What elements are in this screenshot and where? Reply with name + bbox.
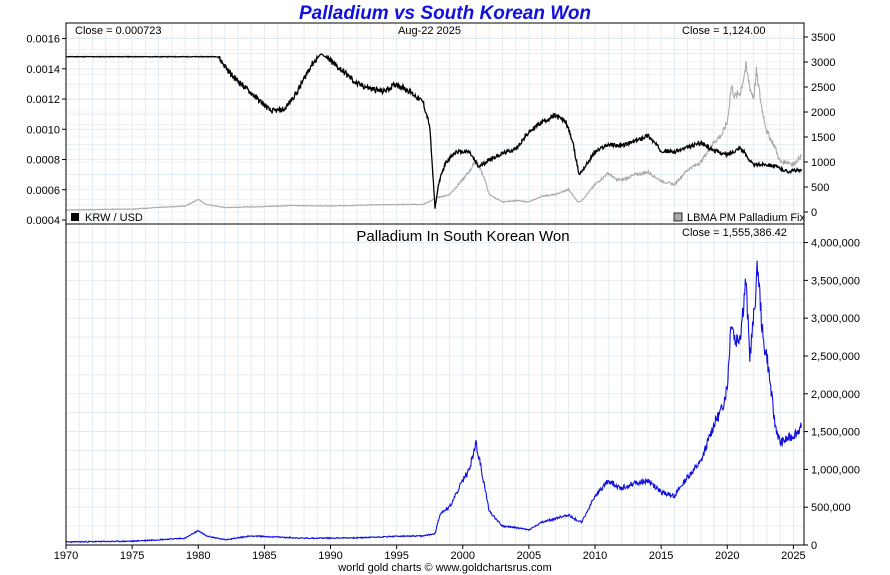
y-left-tick-label: 0.0016 (26, 34, 60, 46)
footer-credit: world gold charts © www.goldchartsrus.co… (338, 562, 552, 574)
y-right-tick-label: 3500 (811, 32, 835, 44)
y-right-tick-label: 1000 (811, 157, 835, 169)
x-tick-label: 2005 (517, 550, 541, 562)
x-tick-label: 1980 (186, 550, 210, 562)
bottom-panel-title: Palladium In South Korean Won (356, 228, 569, 245)
axis-ticks: 1970 1975 1980 1985 1990 1995 2000 2005 2010 2015… (26, 32, 860, 562)
legend-palladium-swatch (673, 212, 683, 222)
x-tick-label: 2025 (781, 550, 805, 562)
y-bottom-tick-label: 3,500,000 (811, 275, 860, 287)
x-tick-label: 1970 (54, 550, 78, 562)
x-tick-label: 1995 (384, 550, 408, 562)
date-label: Aug-22 2025 (398, 25, 461, 37)
y-bottom-tick-label: 3,000,000 (811, 313, 860, 325)
y-bottom-tick-label: 2,000,000 (811, 389, 860, 401)
x-tick-label: 1975 (120, 550, 144, 562)
y-left-tick-label: 0.0012 (26, 94, 60, 106)
x-tick-label: 2000 (451, 550, 475, 562)
series-palladium-krw (65, 260, 802, 544)
bottom-close-right: Close = 1,555,386.42 (682, 227, 787, 239)
y-left-tick-label: 0.0004 (26, 215, 60, 227)
x-tick-label: 1985 (252, 550, 276, 562)
top-panel-frame (65, 22, 805, 225)
top-panel-series (65, 53, 803, 211)
y-bottom-tick-label: 2,500,000 (811, 351, 860, 363)
top-panel-grid (65, 23, 804, 224)
legend-palladium-label: LBMA PM Palladium Fix (687, 212, 805, 224)
legend-krw-swatch (71, 213, 79, 221)
top-close-right: Close = 1,124.00 (682, 25, 765, 37)
y-left-tick-label: 0.0008 (26, 155, 60, 167)
y-right-tick-label: 500 (811, 182, 829, 194)
y-left-tick-label: 0.0006 (26, 185, 60, 197)
y-right-tick-label: 1500 (811, 132, 835, 144)
y-right-tick-label: 0 (811, 207, 817, 219)
bottom-panel-frame (65, 223, 805, 546)
x-tick-label: 2010 (583, 550, 607, 562)
bottom-panel-grid (65, 224, 804, 546)
y-bottom-tick-label: 4,000,000 (811, 238, 860, 250)
y-left-tick-label: 0.0014 (26, 64, 60, 76)
y-left-tick-label: 0.0010 (26, 124, 60, 136)
series-krw-usd (65, 53, 803, 209)
y-right-tick-label: 2500 (811, 82, 835, 94)
y-right-tick-label: 3000 (811, 57, 835, 69)
top-close-left: Close = 0.000723 (75, 25, 162, 37)
y-bottom-tick-label: 0 (811, 540, 817, 552)
y-bottom-tick-label: 1,000,000 (811, 464, 860, 476)
y-bottom-tick-label: 500,000 (811, 502, 851, 514)
legend-krw-label: KRW / USD (85, 212, 143, 224)
x-tick-label: 1990 (318, 550, 342, 562)
x-tick-label: 2020 (715, 550, 739, 562)
chart-title: Palladium vs South Korean Won (298, 3, 592, 24)
y-right-tick-label: 2000 (811, 107, 835, 119)
y-bottom-tick-label: 1,500,000 (811, 427, 860, 439)
x-tick-label: 2015 (649, 550, 673, 562)
series-palladium-usd (65, 61, 802, 211)
bottom-panel-series (65, 260, 802, 544)
